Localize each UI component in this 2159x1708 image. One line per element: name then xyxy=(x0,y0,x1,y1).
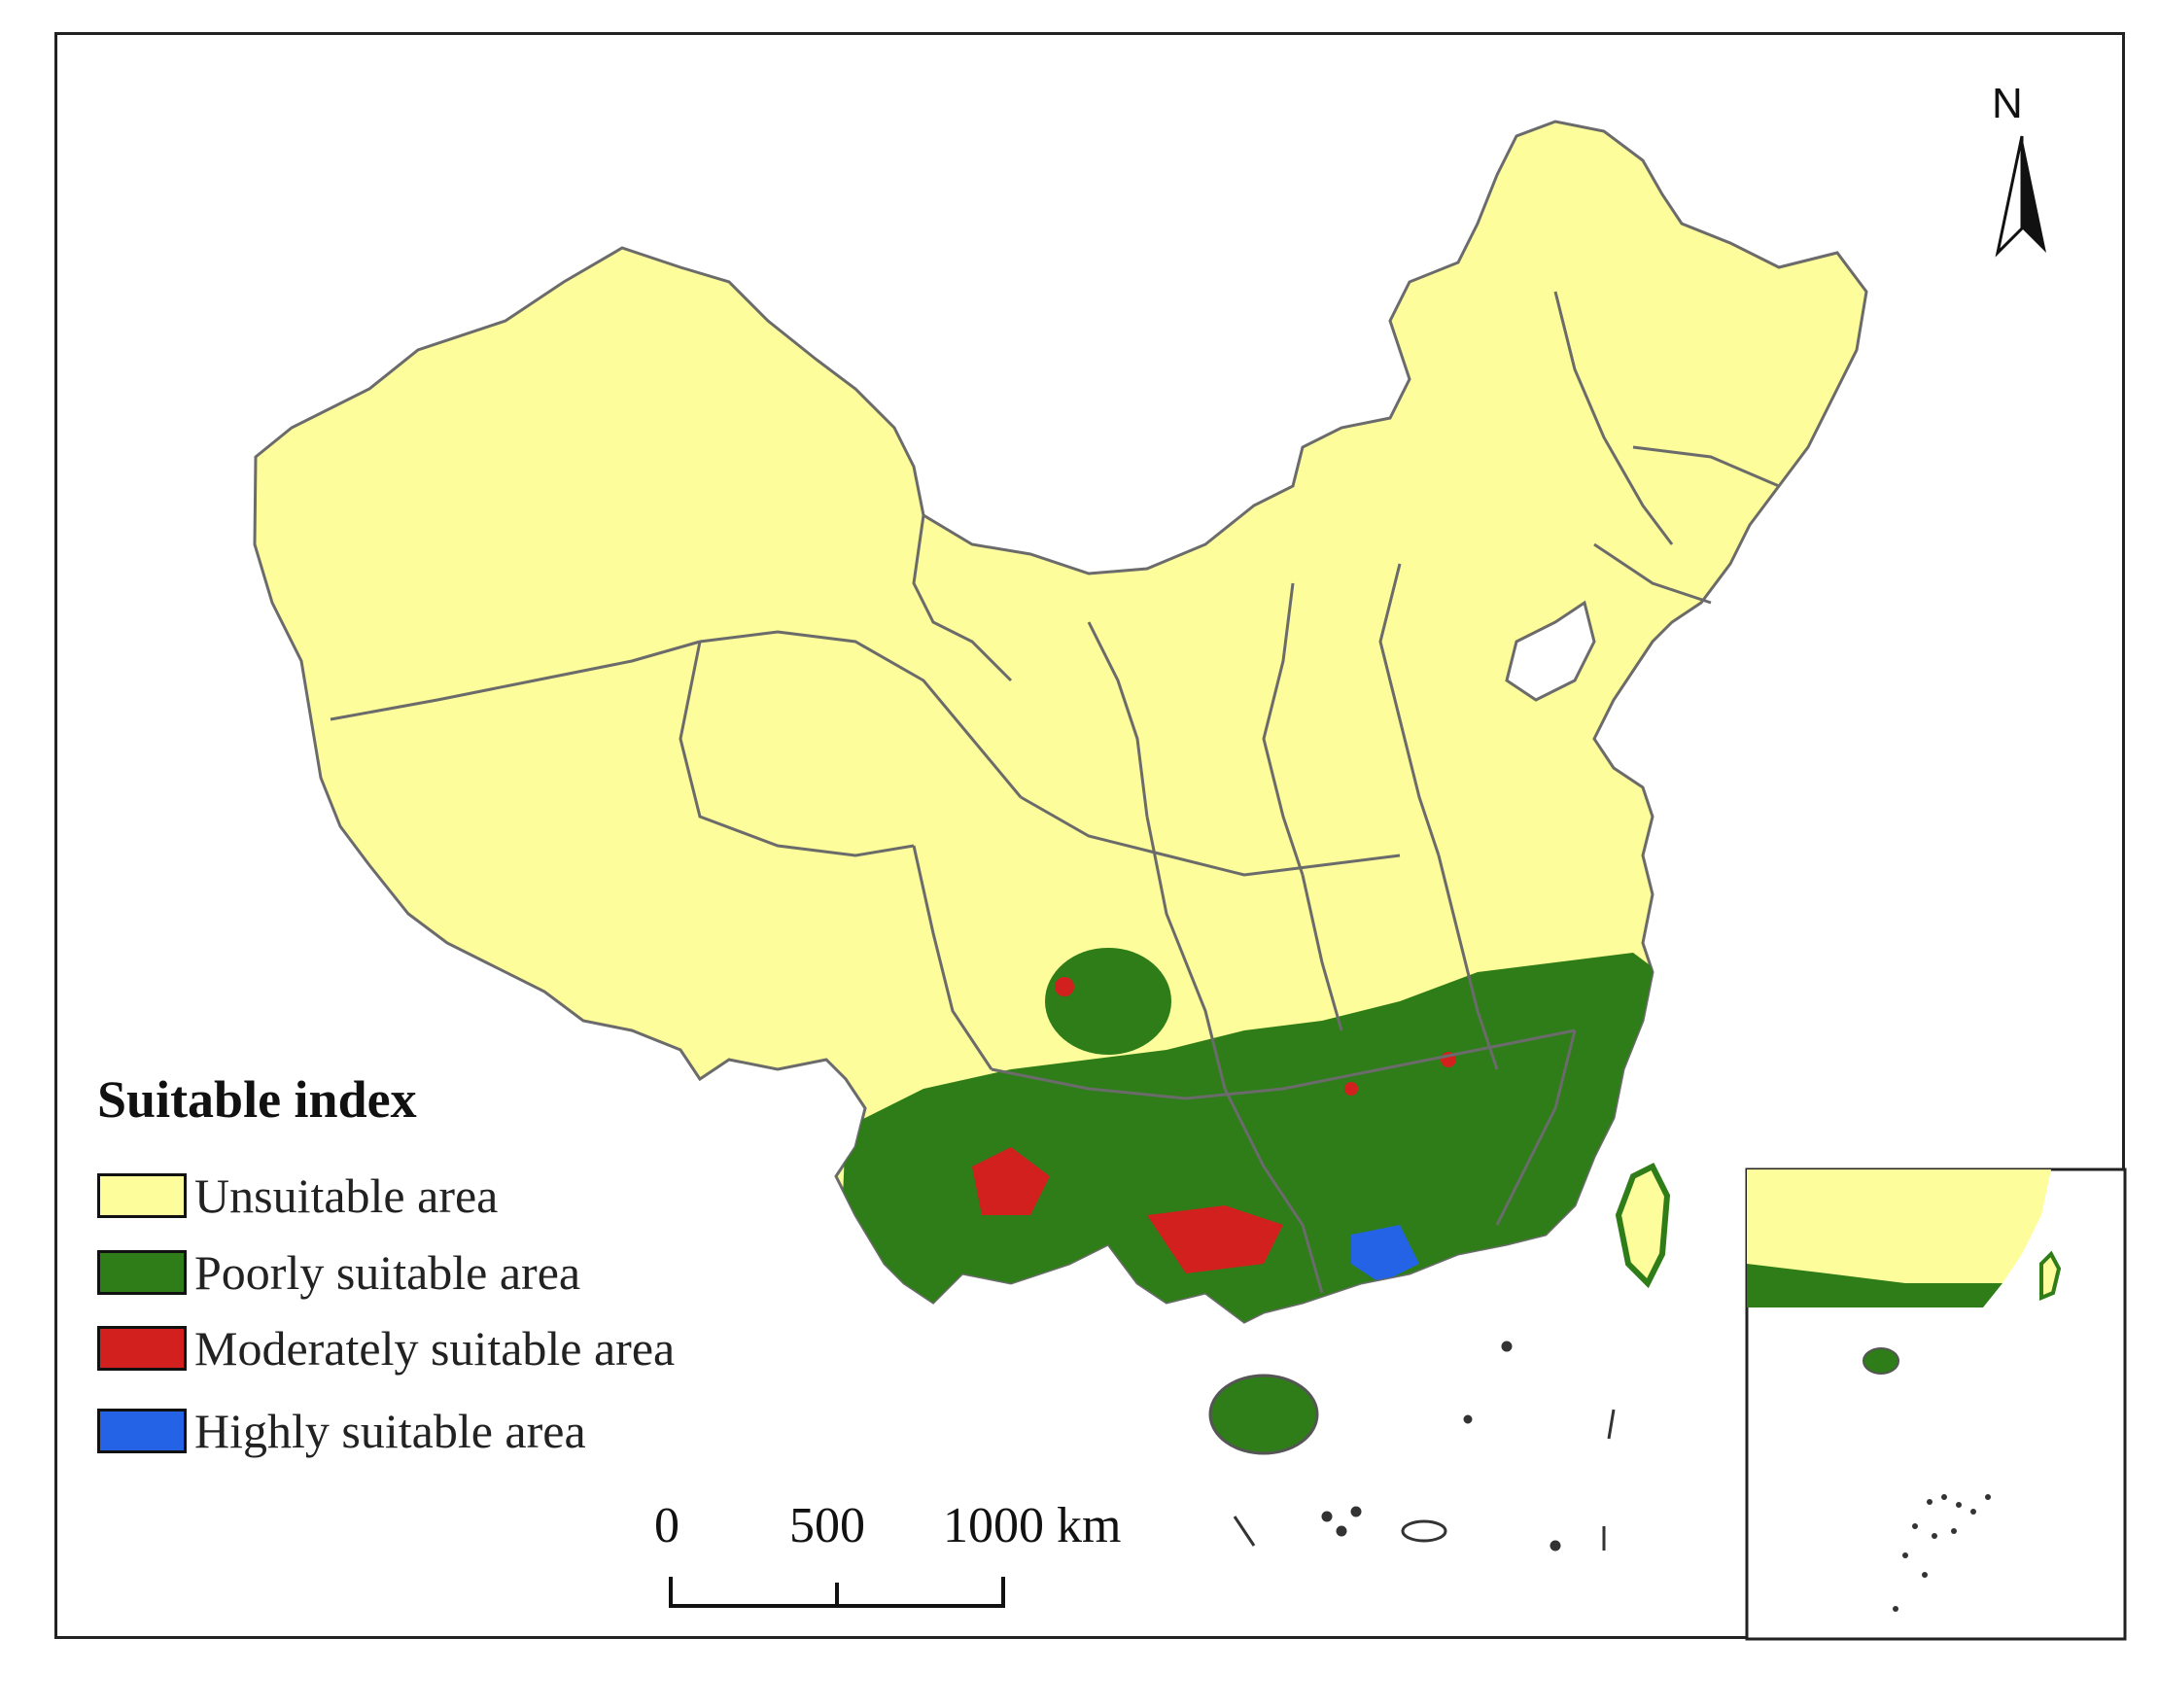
legend-label-poorly: Poorly suitable area xyxy=(194,1245,581,1300)
legend-swatch-highly xyxy=(97,1409,187,1453)
legend-label-moderately: Moderately suitable area xyxy=(194,1321,676,1376)
legend-item-poorly: Poorly suitable area xyxy=(97,1243,580,1302)
legend-item-unsuitable: Unsuitable area xyxy=(97,1167,498,1225)
legend-swatch-poorly xyxy=(97,1250,187,1295)
legend-title: Suitable index xyxy=(97,1070,417,1129)
legend-item-highly: Highly suitable area xyxy=(97,1402,586,1460)
scale-label-500: 500 xyxy=(789,1498,865,1553)
poorly-suitable-sichuan xyxy=(1045,948,1171,1055)
moderately-suitable-spot xyxy=(1055,977,1074,996)
legend-label-highly: Highly suitable area xyxy=(194,1404,586,1458)
moderately-suitable-spot xyxy=(1344,1082,1358,1096)
province-borders xyxy=(330,291,1780,1294)
north-arrow-icon xyxy=(1995,135,2046,258)
scale-label-0: 0 xyxy=(654,1498,679,1553)
hainan-island xyxy=(1208,1374,1319,1455)
south-china-sea-inset xyxy=(1745,1168,2127,1641)
moderately-suitable-yunnan xyxy=(972,1147,1050,1215)
legend-swatch-moderately xyxy=(97,1326,187,1371)
north-label: N xyxy=(1992,80,2023,127)
moderately-suitable-guangxi xyxy=(1147,1205,1283,1273)
legend-swatch-unsuitable xyxy=(97,1173,187,1218)
scale-label-1000km: 1000 km xyxy=(943,1498,1122,1553)
scale-bar xyxy=(669,1577,1005,1608)
highly-suitable-guangdong xyxy=(1351,1225,1419,1283)
legend-label-unsuitable: Unsuitable area xyxy=(194,1168,499,1223)
legend-item-moderately: Moderately suitable area xyxy=(97,1319,675,1377)
bohai-sea xyxy=(1505,600,1596,702)
south-sea-islands xyxy=(1233,1341,1616,1551)
taiwan-island xyxy=(1615,1162,1671,1289)
